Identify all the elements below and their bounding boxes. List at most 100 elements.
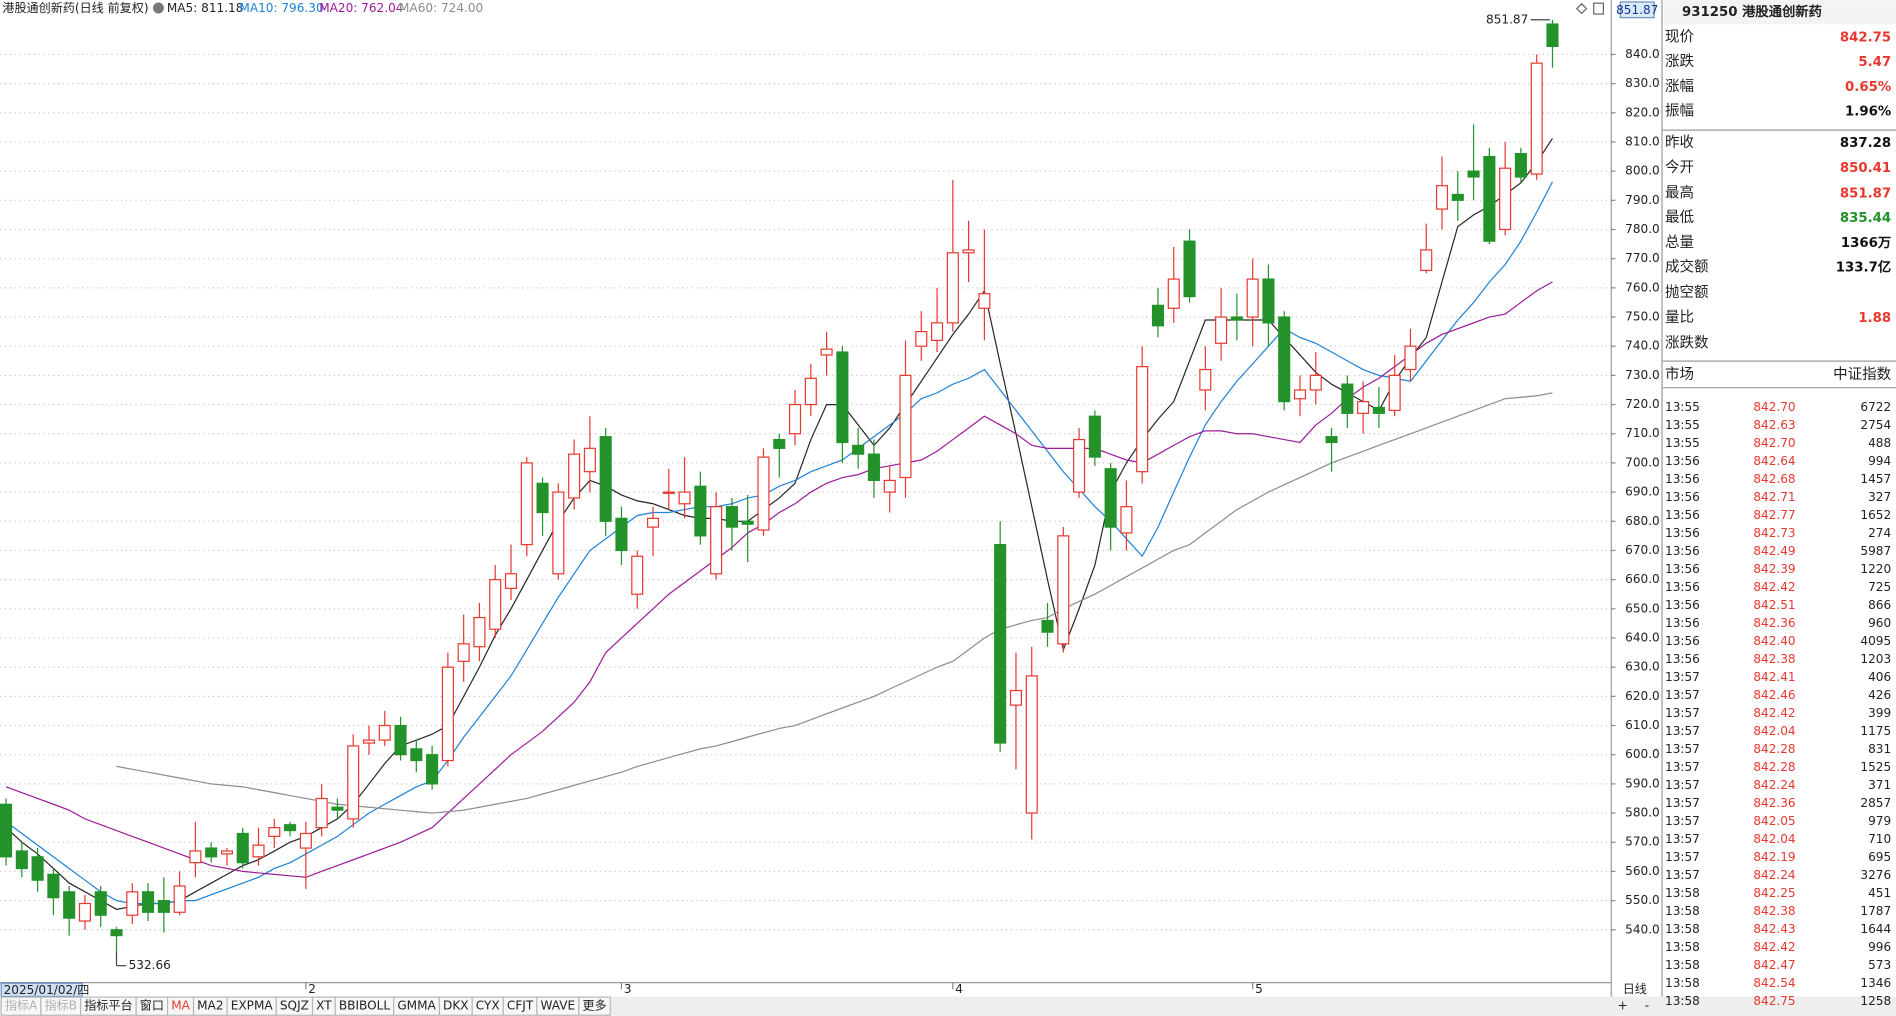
candle-body bbox=[1215, 316, 1228, 344]
tick-time: 13:57 bbox=[1665, 796, 1700, 810]
candle-body bbox=[331, 806, 344, 811]
tick-time: 13:55 bbox=[1665, 400, 1700, 414]
candle-body bbox=[31, 856, 44, 881]
quote-value: 133.7亿 bbox=[1836, 258, 1891, 275]
y-tick-label: 750.0 bbox=[1625, 310, 1660, 324]
y-tick-label: 600.0 bbox=[1625, 747, 1660, 761]
quote-value: 835.44 bbox=[1840, 211, 1891, 226]
candle-body bbox=[0, 803, 13, 858]
tick-volume: 1346 bbox=[1860, 976, 1891, 990]
tick-price: 842.70 bbox=[1753, 436, 1795, 450]
y-tick-label: 570.0 bbox=[1625, 835, 1660, 849]
toolbar-tab-label[interactable]: 指标B bbox=[45, 998, 77, 1013]
candle-body bbox=[773, 438, 786, 449]
toolbar-tab-label[interactable]: SQJZ bbox=[280, 999, 309, 1013]
toolbar-tab-label[interactable]: 更多 bbox=[582, 999, 606, 1013]
candle-body bbox=[1246, 278, 1259, 318]
candle-body bbox=[1025, 675, 1038, 814]
toolbar-tab-label[interactable]: EXPMA bbox=[231, 999, 274, 1013]
candle-body bbox=[1404, 345, 1417, 371]
tick-time: 13:56 bbox=[1665, 526, 1700, 540]
toolbar-tab[interactable] bbox=[578, 996, 611, 1016]
tick-price: 842.04 bbox=[1753, 832, 1795, 846]
period[interactable]: 日线 bbox=[1623, 982, 1647, 996]
toolbar-tab-label[interactable]: XT bbox=[316, 999, 332, 1013]
zoom-in[interactable]: + bbox=[1618, 999, 1628, 1013]
tick-volume: 451 bbox=[1868, 886, 1891, 900]
y-tick-label: 650.0 bbox=[1625, 601, 1660, 615]
candle-body bbox=[1041, 619, 1054, 633]
toolbar-tab-label[interactable]: 指标平台 bbox=[84, 998, 132, 1013]
tick-volume: 831 bbox=[1868, 742, 1891, 756]
menu-icon[interactable] bbox=[152, 2, 164, 14]
tick-price: 842.43 bbox=[1753, 922, 1795, 936]
candle-body bbox=[915, 331, 928, 347]
candle-body bbox=[568, 453, 581, 499]
tick-time: 13:56 bbox=[1665, 454, 1700, 468]
x-tick-label: 3 bbox=[624, 982, 632, 996]
tick-price: 842.38 bbox=[1753, 904, 1795, 918]
toolbar-tab-label[interactable]: CFJT bbox=[507, 999, 534, 1013]
tick-time: 13:57 bbox=[1665, 706, 1700, 720]
toolbar-tab-label[interactable]: GMMA bbox=[397, 999, 436, 1013]
toolbar-tab-label[interactable]: MA2 bbox=[197, 999, 223, 1013]
tick-volume: 399 bbox=[1868, 706, 1891, 720]
tick-time: 13:57 bbox=[1665, 760, 1700, 774]
candle-body bbox=[788, 403, 802, 435]
candle-body bbox=[631, 555, 644, 595]
candle-body bbox=[1325, 436, 1338, 444]
draw-icon[interactable] bbox=[1575, 2, 1588, 15]
tick-time: 13:56 bbox=[1665, 598, 1700, 612]
toolbar-tab-label[interactable]: WAVE bbox=[541, 999, 576, 1013]
tick-price: 842.05 bbox=[1753, 814, 1795, 828]
tick-volume: 1457 bbox=[1860, 472, 1891, 486]
y-tick-label: 700.0 bbox=[1625, 455, 1660, 469]
toolbar-tab-label[interactable]: 窗口 bbox=[140, 999, 164, 1013]
candle-body bbox=[126, 891, 139, 916]
tick-volume: 960 bbox=[1868, 616, 1891, 630]
ma-legend: MA10: 796.30 bbox=[239, 1, 323, 15]
candle-body bbox=[662, 491, 675, 494]
tick-volume: 1175 bbox=[1860, 724, 1891, 738]
tick-price: 842.19 bbox=[1753, 850, 1795, 864]
window-icon[interactable] bbox=[1593, 2, 1604, 15]
toolbar-tab-label[interactable]: 指标A bbox=[5, 998, 38, 1013]
candle-body bbox=[1467, 170, 1480, 178]
candle-body bbox=[504, 573, 518, 589]
candle-body bbox=[583, 447, 596, 473]
candle-body bbox=[1057, 535, 1070, 645]
candle-body bbox=[820, 348, 833, 356]
candle-body bbox=[94, 891, 107, 916]
tick-price: 842.25 bbox=[1753, 886, 1795, 900]
tick-time: 13:56 bbox=[1665, 544, 1700, 558]
y-tick-label: 790.0 bbox=[1625, 193, 1660, 207]
candle-body bbox=[205, 847, 218, 858]
quote-value: 837.28 bbox=[1840, 136, 1891, 151]
zoom-out[interactable]: - bbox=[1645, 999, 1649, 1013]
candle-body bbox=[978, 293, 991, 309]
y-tick-label: 840.0 bbox=[1625, 47, 1660, 61]
toolbar-tab-label[interactable]: CYX bbox=[476, 999, 500, 1013]
tick-volume: 1644 bbox=[1860, 922, 1891, 936]
candle-body bbox=[394, 724, 407, 756]
tick-volume: 488 bbox=[1868, 436, 1891, 450]
y-tick-label: 540.0 bbox=[1625, 922, 1660, 936]
candle-body bbox=[678, 491, 691, 505]
y-tick-label: 640.0 bbox=[1625, 630, 1660, 644]
market-value: 中证指数 bbox=[1833, 366, 1891, 383]
candle-body bbox=[1546, 23, 1559, 48]
toolbar-tab-label[interactable]: DKX bbox=[443, 999, 468, 1013]
candle-body bbox=[931, 322, 944, 341]
toolbar-tab-label[interactable]: MA bbox=[171, 999, 190, 1013]
candle-body bbox=[1514, 153, 1527, 178]
tick-price: 842.28 bbox=[1753, 742, 1795, 756]
tick-price: 842.51 bbox=[1753, 598, 1795, 612]
y-tick-label: 590.0 bbox=[1625, 776, 1660, 790]
tick-price: 842.46 bbox=[1753, 688, 1795, 702]
toolbar-tab-label[interactable]: BBIBOLL bbox=[339, 999, 390, 1013]
tick-volume: 1525 bbox=[1860, 760, 1891, 774]
candle-body bbox=[78, 902, 91, 922]
tick-time: 13:57 bbox=[1665, 688, 1700, 702]
candle-body bbox=[1388, 374, 1401, 412]
axis-tag: 851.87 bbox=[1616, 3, 1658, 17]
